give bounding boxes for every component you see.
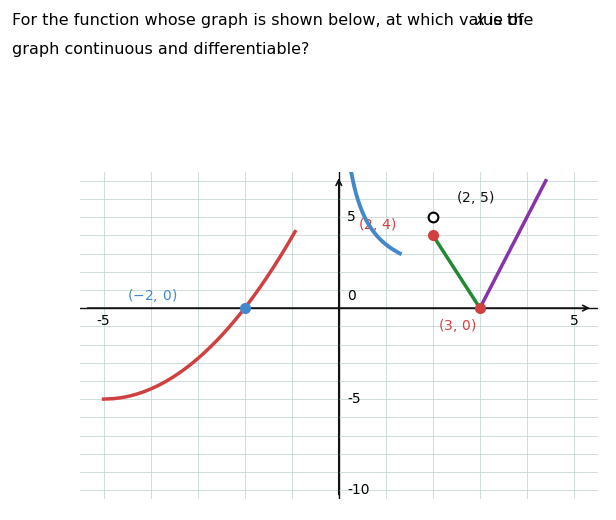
Text: 5: 5 bbox=[570, 315, 578, 329]
Text: graph continuous and differentiable?: graph continuous and differentiable? bbox=[12, 42, 310, 57]
Text: 0: 0 bbox=[347, 289, 356, 303]
Text: -5: -5 bbox=[347, 392, 361, 406]
Text: is the: is the bbox=[484, 13, 533, 28]
Text: $(2,\,4)$: $(2,\,4)$ bbox=[358, 216, 396, 233]
Text: -5: -5 bbox=[97, 315, 110, 329]
Text: $(-2,\,0)$: $(-2,\,0)$ bbox=[127, 287, 177, 304]
Text: -10: -10 bbox=[347, 483, 370, 497]
Text: x: x bbox=[476, 13, 485, 28]
Text: $(2,\,5)$: $(2,\,5)$ bbox=[456, 189, 495, 206]
Text: 5: 5 bbox=[347, 210, 356, 224]
Text: $(3,\,0)$: $(3,\,0)$ bbox=[437, 317, 476, 334]
Text: For the function whose graph is shown below, at which value of: For the function whose graph is shown be… bbox=[12, 13, 529, 28]
